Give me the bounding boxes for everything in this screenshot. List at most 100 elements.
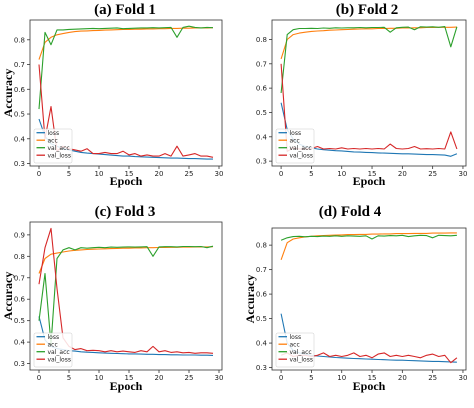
x-tick-label: 25: [185, 170, 194, 178]
legend-label: acc: [290, 341, 300, 348]
y-tick-label: 0.3: [256, 158, 267, 166]
legend-box: [275, 128, 315, 164]
y-axis-label: Accuracy: [1, 69, 15, 118]
legend-label: acc: [290, 137, 300, 144]
y-tick-label: 0.3: [14, 160, 25, 168]
series-line-val-acc: [38, 25, 214, 110]
x-tick-label: 0: [37, 170, 41, 178]
y-tick-label: 0.7: [14, 61, 25, 69]
y-tick-label: 0.5: [14, 317, 25, 325]
y-tick-label: 0.8: [14, 36, 25, 44]
y-tick-label: 0.8: [14, 253, 25, 261]
legend-label: val_loss: [48, 152, 71, 159]
x-tick-label: 5: [67, 170, 71, 178]
series-line-val-acc: [38, 245, 214, 345]
legend-label: loss: [290, 334, 302, 341]
plot-frame: [271, 227, 467, 371]
legend-label: loss: [48, 334, 60, 341]
x-tick-label: 5: [67, 374, 71, 382]
x-tick-label: 20: [155, 170, 164, 178]
y-tick-label: 0.3: [256, 364, 267, 372]
legend-label: val_acc: [48, 349, 70, 356]
legend-box: [33, 128, 73, 164]
legend-label: val_loss: [290, 152, 313, 159]
y-tick-label: 0.6: [14, 86, 26, 94]
x-tick-label: 5: [309, 374, 313, 382]
x-tick-label: 25: [185, 374, 194, 382]
y-tick-label: 0.6: [256, 85, 268, 93]
y-tick-label: 0.7: [256, 60, 267, 68]
y-tick-label: 0.6: [14, 296, 26, 304]
y-tick-label: 0.7: [256, 266, 267, 274]
x-tick-label: 15: [368, 170, 377, 178]
panel-title: (d) Fold 4: [319, 204, 382, 220]
x-tick-label: 5: [309, 170, 313, 178]
x-axis-label: Epoch: [110, 379, 143, 393]
x-axis-label: Epoch: [110, 174, 143, 188]
series-line-acc: [38, 246, 214, 274]
legend-box: [33, 332, 73, 368]
legend-label: val_loss: [48, 356, 71, 363]
x-axis-label: Epoch: [353, 379, 386, 393]
x-tick-label: 30: [459, 374, 468, 382]
x-tick-label: 15: [125, 170, 134, 178]
series-line-acc: [38, 27, 214, 60]
y-tick-label: 0.4: [14, 135, 26, 143]
legend-label: acc: [48, 137, 58, 144]
legend-label: acc: [48, 341, 58, 348]
x-tick-label: 0: [279, 374, 283, 382]
chart-panel-3: (c) Fold 3 0 5 10 15 20 25 30 0.3 0.4 0.5 0.6 0.7 0.8…: [1, 204, 223, 393]
x-axis-label: Epoch: [353, 174, 386, 188]
plot-frame: [29, 19, 223, 167]
y-axis-label: Accuracy: [1, 272, 15, 321]
plot-frame: [29, 221, 223, 371]
legend-label: loss: [290, 130, 302, 137]
legend-label: loss: [48, 130, 60, 137]
y-tick-label: 0.5: [256, 109, 267, 117]
x-tick-label: 10: [95, 170, 104, 178]
y-tick-label: 0.6: [256, 291, 268, 299]
chart-panel-2: (b) Fold 2 0 5 10 15 20 25 30 0.3 0.4 0.5 0.6 0.7 0.8…: [256, 2, 468, 188]
panel-title: (a) Fold 1: [94, 2, 156, 18]
x-tick-label: 10: [95, 374, 104, 382]
x-tick-label: 30: [215, 170, 224, 178]
panel-title: (b) Fold 2: [336, 2, 399, 18]
y-tick-label: 0.5: [256, 315, 267, 323]
x-tick-label: 0: [37, 374, 41, 382]
x-tick-label: 25: [428, 374, 437, 382]
y-tick-label: 0.4: [14, 339, 26, 347]
series-line-acc: [280, 26, 457, 60]
x-tick-label: 10: [337, 374, 346, 382]
y-tick-label: 0.9: [14, 231, 25, 239]
panel-title: (c) Fold 3: [95, 204, 156, 220]
legend-box: [275, 332, 315, 368]
legend-label: val_acc: [290, 349, 312, 356]
legend-label: val_acc: [48, 145, 70, 152]
legend-label: val_acc: [290, 145, 312, 152]
x-tick-label: 30: [215, 374, 224, 382]
x-tick-label: 20: [398, 170, 407, 178]
series-line-val-acc: [280, 26, 458, 94]
x-tick-label: 10: [337, 170, 346, 178]
y-tick-label: 0.7: [14, 274, 25, 282]
x-tick-label: 15: [368, 374, 377, 382]
y-tick-label: 0.3: [14, 360, 25, 368]
plot-frame: [271, 19, 467, 167]
x-tick-label: 30: [459, 170, 468, 178]
x-tick-label: 25: [428, 170, 437, 178]
x-tick-label: 20: [155, 374, 164, 382]
y-tick-label: 0.8: [256, 36, 267, 44]
chart-panel-4: (d) Fold 4 0 5 10 15 20 25 30 0.3 0.4 0.5 0.6 0.7 0.8…: [243, 204, 467, 393]
legend-label: val_loss: [290, 356, 313, 363]
x-tick-label: 0: [279, 170, 283, 178]
y-tick-label: 0.5: [14, 111, 25, 119]
y-tick-label: 0.8: [256, 242, 267, 250]
x-tick-label: 20: [398, 374, 407, 382]
y-axis-label: Accuracy: [243, 275, 257, 324]
y-tick-label: 0.4: [256, 340, 268, 348]
